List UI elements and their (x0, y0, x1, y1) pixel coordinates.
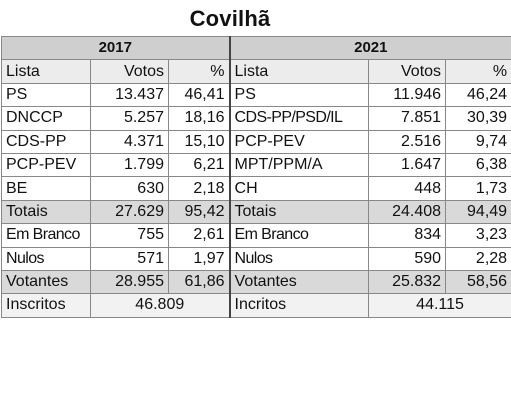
pct-2021: 6,38 (445, 152, 511, 178)
null-pct-2021: 2,28 (445, 246, 511, 271)
pct-2017: 46,41 (167, 82, 231, 108)
col-votos-2021: Votos (368, 59, 447, 84)
null-votes-row: Nulos 571 1,97 Nulos 590 2,28 (1, 246, 511, 271)
registered-label-2017: Inscritos (1, 293, 91, 318)
blank-pct-2017: 2,61 (167, 223, 231, 248)
blank-votes-2017: 755 (90, 223, 169, 248)
party-2017: PS (1, 82, 91, 108)
blank-label-2021: Em Branco (228, 223, 370, 248)
totals-label-2017: Totais (1, 199, 91, 225)
blank-pct-2021: 3,23 (445, 223, 511, 248)
table-row: CDS-PP 4.371 15,10 PCP-PEV 2.516 9,74 (1, 129, 511, 154)
null-label-2021: Nulos (228, 246, 370, 271)
party-2017: PCP-PEV (1, 152, 91, 178)
pct-2017: 6,21 (167, 152, 231, 178)
pct-2021: 1,73 (445, 176, 511, 201)
votes-2017: 1.799 (90, 152, 169, 178)
table-row: PCP-PEV 1.799 6,21 MPT/PPM/A 1.647 6,38 (1, 152, 511, 178)
party-2021: PCP-PEV (228, 129, 370, 154)
registered-label-2021: Incritos (228, 293, 370, 318)
registered-row: Inscritos 46.809 Incritos 44.115 (1, 293, 511, 318)
null-votes-2021: 590 (368, 246, 447, 271)
voters-pct-2021: 58,56 (445, 269, 511, 295)
pct-2017: 18,16 (167, 106, 231, 131)
votes-2021: 1.647 (368, 152, 447, 178)
party-2021: CH (228, 176, 370, 201)
party-2021: MPT/PPM/A (228, 152, 370, 178)
totals-pct-2017: 95,42 (167, 199, 231, 225)
col-pct-2021: % (445, 59, 511, 84)
pct-2021: 30,39 (445, 106, 511, 131)
votes-2021: 11.946 (368, 82, 447, 108)
col-lista-2021: Lista (228, 59, 370, 84)
column-header-row: Lista Votos % Lista Votos % (1, 59, 511, 84)
blank-votes-row: Em Branco 755 2,61 Em Branco 834 3,23 (1, 223, 511, 248)
votes-2021: 2.516 (368, 129, 447, 154)
party-2017: DNCCP (1, 106, 91, 131)
year-2017-header: 2017 (0, 35, 231, 61)
voters-count-2021: 25.832 (368, 269, 447, 295)
votes-2017: 4.371 (90, 129, 169, 154)
results-table: 2017 2021 Lista Votos % Lista Votos % PS… (0, 35, 511, 318)
blank-votes-2021: 834 (368, 223, 447, 248)
year-header-row: 2017 2021 (0, 35, 511, 61)
votes-2017: 13.437 (90, 82, 169, 108)
party-2021: PS (228, 82, 370, 108)
voters-count-2017: 28.955 (90, 269, 169, 295)
totals-row: Totais 27.629 95,42 Totais 24.408 94,49 (1, 199, 511, 225)
totals-votes-2017: 27.629 (90, 199, 169, 225)
col-pct-2017: % (167, 59, 231, 84)
registered-count-2021: 44.115 (368, 293, 511, 318)
registered-count-2017: 46.809 (89, 293, 231, 318)
table-row: PS 13.437 46,41 PS 11.946 46,24 (1, 82, 511, 108)
pct-2021: 46,24 (445, 82, 511, 108)
voters-label-2017: Votantes (1, 269, 91, 295)
totals-votes-2021: 24.408 (368, 199, 447, 225)
blank-label-2017: Em Branco (1, 223, 91, 248)
table-row: DNCCP 5.257 18,16 CDS-PP/PSD/IL 7.851 30… (1, 106, 511, 131)
totals-label-2021: Totais (228, 199, 370, 225)
null-pct-2017: 1,97 (167, 246, 231, 271)
pct-2017: 15,10 (167, 129, 231, 154)
voters-row: Votantes 28.955 61,86 Votantes 25.832 58… (1, 269, 511, 295)
votes-2017: 630 (90, 176, 169, 201)
totals-pct-2021: 94,49 (445, 199, 511, 225)
null-label-2017: Nulos (1, 246, 91, 271)
votes-2021: 448 (368, 176, 447, 201)
party-2017: CDS-PP (1, 129, 91, 154)
null-votes-2017: 571 (90, 246, 169, 271)
table-row: BE 630 2,18 CH 448 1,73 (1, 176, 511, 201)
party-2017: BE (1, 176, 91, 201)
voters-label-2021: Votantes (228, 269, 370, 295)
page-title: Covilhã (189, 6, 271, 31)
col-votos-2017: Votos (90, 59, 169, 84)
pct-2021: 9,74 (445, 129, 511, 154)
voters-pct-2017: 61,86 (167, 269, 231, 295)
votes-2017: 5.257 (90, 106, 169, 131)
party-2021: CDS-PP/PSD/IL (228, 106, 370, 131)
pct-2017: 2,18 (167, 176, 231, 201)
votes-2021: 7.851 (368, 106, 447, 131)
year-2021-header: 2021 (228, 35, 511, 61)
col-lista-2017: Lista (1, 59, 91, 84)
